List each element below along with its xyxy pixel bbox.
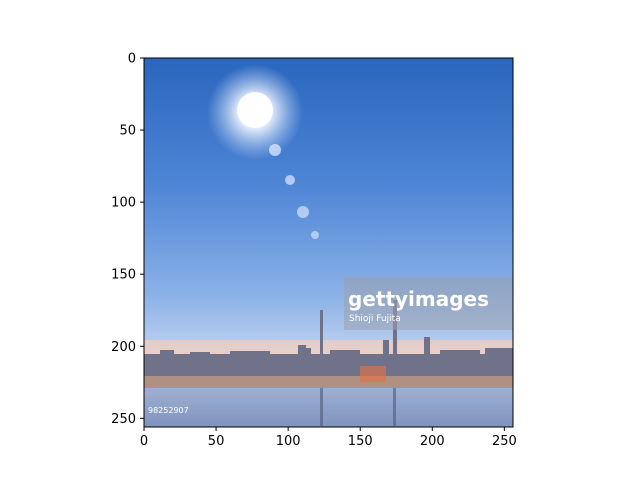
y-tick-label: 0 <box>128 52 136 67</box>
watermark-credit: Shioji Fujita <box>349 314 401 324</box>
y-tick-label: 150 <box>111 268 136 283</box>
corner-id: 98252907 <box>148 406 189 415</box>
x-tick-label: 50 <box>208 434 225 449</box>
water <box>144 388 513 427</box>
x-tick-label: 100 <box>276 434 301 449</box>
reflection-1 <box>320 388 323 426</box>
x-tick-label: 0 <box>140 434 148 449</box>
watermark-brand: gettyimages <box>348 287 489 311</box>
sun-core <box>237 92 273 128</box>
lens-flare <box>269 144 319 239</box>
y-tick-label: 50 <box>119 124 136 139</box>
x-tick-label: 250 <box>492 434 517 449</box>
y-axis: 0 50 100 150 200 250 <box>111 52 144 427</box>
watermark-box <box>344 277 513 330</box>
reflection-2 <box>393 388 396 426</box>
y-tick-label: 250 <box>111 412 136 427</box>
shoreline <box>144 376 513 388</box>
y-tick-label: 200 <box>111 340 136 355</box>
photo-image: gettyimages Shioji Fujita 98252907 <box>144 58 513 427</box>
axes-frame <box>143 57 514 428</box>
x-tick-label: 200 <box>420 434 445 449</box>
x-tick-label: 150 <box>348 434 373 449</box>
x-axis: 0 50 100 150 200 250 <box>140 427 517 449</box>
y-tick-label: 100 <box>111 196 136 211</box>
orange-glow <box>360 366 386 382</box>
